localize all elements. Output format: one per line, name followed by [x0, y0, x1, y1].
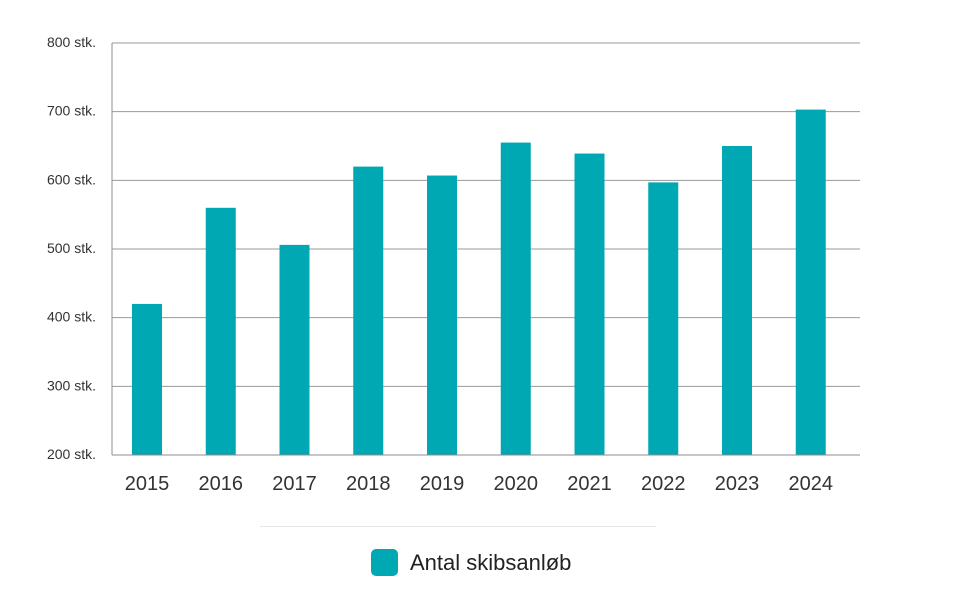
- axes: [111, 43, 860, 456]
- y-tick-label: 200 stk.: [47, 446, 96, 462]
- legend-divider: [260, 526, 656, 527]
- x-tick-label: 2020: [494, 473, 539, 495]
- bar-2022: [648, 182, 679, 456]
- x-tick-label: 2023: [715, 473, 760, 495]
- y-tick-label: 600 stk.: [47, 171, 96, 187]
- bar-2021: [574, 153, 605, 455]
- bar-2015: [132, 303, 162, 455]
- x-tick-label: 2022: [641, 473, 686, 495]
- x-tick-label: 2018: [346, 473, 391, 495]
- bar-2019: [427, 175, 457, 455]
- x-tick-label: 2017: [272, 473, 317, 495]
- bar-2016: [205, 207, 236, 455]
- y-tick-label: 300 stk.: [47, 377, 96, 393]
- legend-label: Antal skibsanløb: [410, 549, 572, 575]
- x-tick-label: 2015: [125, 473, 170, 495]
- y-tick-label: 700 stk.: [47, 103, 96, 119]
- y-tick-label: 800 stk.: [47, 34, 96, 50]
- bar-2017: [279, 244, 310, 455]
- bars: [132, 109, 826, 456]
- legend: Antal skibsanløb: [371, 549, 571, 576]
- y-tick-label: 400 stk.: [47, 309, 96, 325]
- x-tick-label: 2024: [789, 473, 834, 495]
- y-tick-label: 500 stk.: [47, 240, 96, 256]
- bar-2023: [722, 146, 752, 455]
- x-tick-label: 2019: [420, 473, 465, 495]
- legend-swatch: [371, 549, 398, 576]
- x-tick-label: 2016: [199, 473, 244, 495]
- bar-2020: [500, 142, 531, 456]
- bar-2024: [795, 109, 826, 456]
- bar-2018: [353, 166, 384, 455]
- axis-labels: 200 stk. 300 stk. 400 stk. 500 stk. 600 stk.…: [47, 34, 833, 495]
- x-tick-label: 2021: [567, 473, 612, 495]
